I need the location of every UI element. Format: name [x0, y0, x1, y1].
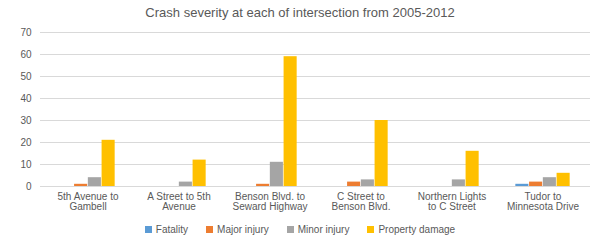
svg-text:20: 20: [20, 137, 32, 148]
svg-text:Northern Lightsto C Street: Northern Lightsto C Street: [418, 191, 486, 212]
svg-text:60: 60: [20, 49, 32, 60]
svg-text:5th Avenue toGambell: 5th Avenue toGambell: [58, 191, 119, 212]
svg-text:Benson Blvd. toSeward Highway: Benson Blvd. toSeward Highway: [232, 191, 307, 212]
html-text:Fatality: Fatality: [155, 223, 189, 235]
html-text:Property damage: Property damage: [378, 223, 456, 235]
svg-text:C Street toBenson Blvd.: C Street toBenson Blvd.: [332, 191, 391, 212]
svg-text:Tudor toMinnesota Drive: Tudor toMinnesota Drive: [507, 191, 580, 212]
svg-text:10: 10: [20, 159, 32, 170]
svg-text:30: 30: [20, 115, 32, 126]
svg-text:0: 0: [26, 181, 32, 192]
html-text:Crash severity at each of inte: Crash severity at each of intersection f…: [145, 5, 455, 20]
svg-text:A Street to 5thAvenue: A Street to 5thAvenue: [147, 191, 210, 212]
html-text:Minor injury: Minor injury: [297, 223, 350, 235]
svg-text:50: 50: [20, 71, 32, 82]
svg-text:70: 70: [20, 27, 32, 38]
html-text:Major injury: Major injury: [217, 223, 269, 235]
svg-text:40: 40: [20, 93, 32, 104]
